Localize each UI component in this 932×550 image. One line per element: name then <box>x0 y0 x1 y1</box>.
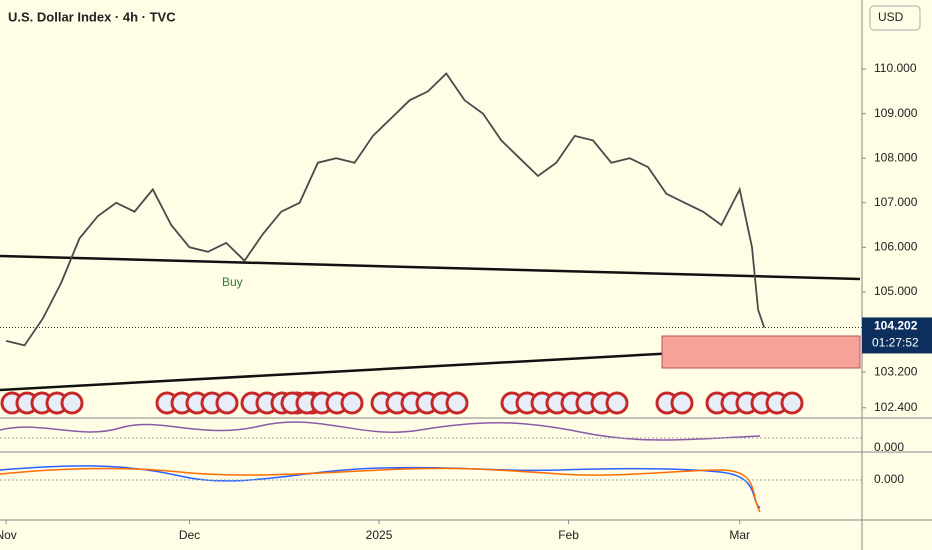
event-icon <box>340 391 364 415</box>
y-tick-label: 102.400 <box>874 400 918 414</box>
event-icon <box>670 391 694 415</box>
x-tick-label: Feb <box>558 528 579 542</box>
x-tick-label: 2025 <box>366 528 393 542</box>
y-tick-label: 106.000 <box>874 239 918 253</box>
event-icon <box>215 391 239 415</box>
y-tick-label: 110.000 <box>874 61 917 75</box>
support-zone <box>661 335 861 369</box>
oscillator-line <box>0 421 761 441</box>
y-tick-label: 105.000 <box>874 284 918 298</box>
y-tick-label: 107.000 <box>874 195 918 209</box>
event-icon <box>780 391 804 415</box>
trend-line <box>0 254 861 281</box>
event-icon <box>605 391 629 415</box>
y-tick-label: 0.000 <box>874 472 904 486</box>
signal-line <box>0 467 761 513</box>
currency: USD <box>878 10 904 24</box>
countdown: 01:27:52 <box>872 336 919 350</box>
last-price-label: 104.202 <box>874 319 918 333</box>
event-icon <box>445 391 469 415</box>
price-line <box>5 72 766 347</box>
y-tick-label: 0.000 <box>874 440 904 454</box>
y-tick-label: 108.000 <box>874 150 918 164</box>
last-price-box <box>862 317 932 354</box>
x-tick-label: Mar <box>729 528 750 542</box>
annotation: Buy <box>222 275 243 289</box>
y-tick-label: 103.200 <box>874 364 918 378</box>
x-tick-label: Nov <box>0 528 17 542</box>
chart-title: U.S. Dollar Index · 4h · TVC <box>8 9 176 24</box>
x-tick-label: Dec <box>179 528 200 542</box>
currency-button[interactable] <box>869 5 921 31</box>
y-tick-label: 109.000 <box>874 106 918 120</box>
event-icon <box>60 391 84 415</box>
